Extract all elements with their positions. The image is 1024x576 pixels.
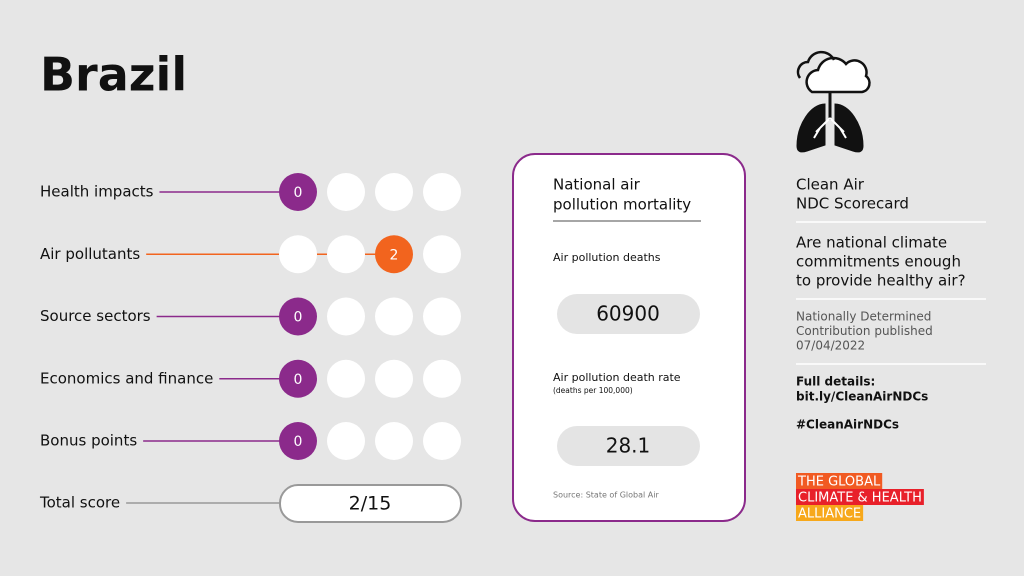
score-value: 2 (390, 247, 399, 263)
country-title: Brazil (40, 48, 187, 102)
score-dot (327, 359, 365, 398)
score-marker (279, 422, 317, 460)
score-marker (279, 173, 317, 211)
published-info: 07/04/2022 (796, 339, 865, 353)
score-dot (279, 235, 317, 274)
total-value: 2/15 (349, 493, 392, 515)
score-value: 0 (294, 372, 303, 388)
sidebar-question: to provide healthy air? (796, 272, 966, 290)
logo-text: ALLIANCE (798, 507, 861, 522)
score-dot (375, 297, 413, 336)
score-dot (423, 422, 461, 460)
score-value: 0 (294, 434, 303, 450)
score-dot (327, 422, 365, 460)
score-dot (423, 235, 461, 274)
row-label: Air pollutants (40, 245, 140, 263)
score-dot (327, 173, 365, 211)
deaths-value: 60900 (596, 302, 660, 326)
details-info: bit.ly/CleanAirNDCs (796, 390, 928, 404)
card-source: Source: State of Global Air (553, 491, 659, 500)
row-label: Health impacts (40, 183, 154, 201)
score-marker (279, 297, 317, 336)
published-info: Nationally Determined (796, 310, 931, 324)
logo-band (796, 489, 924, 505)
deaths-label: Air pollution deaths (553, 251, 661, 264)
deaths-pill (557, 294, 700, 334)
row-label: Source sectors (40, 307, 151, 325)
score-dot (327, 235, 365, 274)
card-title: National air (553, 176, 641, 194)
rate-unit: (deaths per 100,000) (553, 386, 633, 395)
row-label: Bonus points (40, 432, 137, 450)
logo-band (796, 505, 864, 521)
row-label: Economics and finance (40, 369, 213, 387)
sidebar-question: commitments enough (796, 253, 961, 271)
hashtag: #CleanAirNDCs (796, 418, 899, 432)
score-dot (327, 297, 365, 336)
card-title: pollution mortality (553, 196, 691, 214)
score-dot (423, 297, 461, 336)
total-label: Total score (39, 494, 120, 512)
score-marker (375, 235, 413, 274)
logo-text: CLIMATE & HEALTH (798, 491, 922, 506)
score-dot (375, 173, 413, 211)
rate-value: 28.1 (606, 434, 651, 458)
score-marker (279, 359, 317, 398)
score-value: 0 (294, 185, 303, 201)
score-dot (375, 422, 413, 460)
score-dot (423, 359, 461, 398)
logo-band (796, 473, 883, 489)
score-value: 0 (294, 310, 303, 326)
sidebar-question: Are national climate (796, 234, 947, 252)
score-dot (375, 359, 413, 398)
rate-pill (557, 426, 700, 466)
lungs-cloud-icon (796, 50, 871, 153)
published-info: Contribution published (796, 324, 933, 338)
total-pill (279, 484, 462, 523)
sidebar-heading: Clean Air (796, 176, 865, 194)
details-info: Full details: (796, 375, 875, 389)
rate-label: Air pollution death rate (553, 371, 681, 384)
logo-text: THE GLOBAL (797, 475, 881, 490)
sidebar-heading: NDC Scorecard (796, 195, 909, 213)
score-dot (423, 173, 461, 211)
